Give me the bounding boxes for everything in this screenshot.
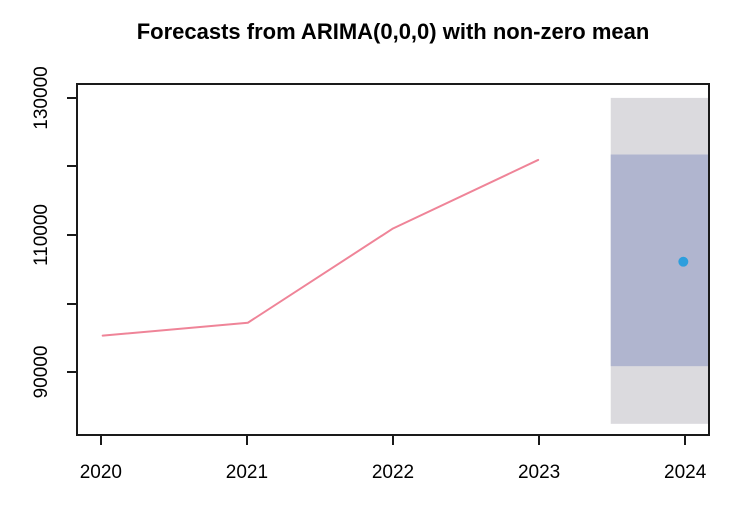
- forecast-point: [678, 256, 689, 267]
- y-axis-tick: [67, 233, 76, 236]
- x-axis-tick-label: 2023: [517, 462, 561, 483]
- plot-svg: [101, 97, 708, 424]
- x-axis-tick: [684, 436, 687, 445]
- x-axis-tick-label: 2022: [371, 462, 415, 483]
- x-axis-tick-label: 2021: [225, 462, 269, 483]
- y-axis-tick: [67, 371, 76, 374]
- plot-area: [76, 83, 710, 436]
- x-axis-tick-label: 2020: [79, 462, 122, 483]
- x-axis-tick: [245, 436, 248, 445]
- x-axis-tick: [99, 436, 102, 445]
- x-axis-tick-label: 2024: [664, 462, 707, 483]
- forecast-band-80: [610, 154, 708, 367]
- y-axis-tick: [67, 165, 76, 168]
- x-axis-tick: [392, 436, 394, 445]
- observed-line: [101, 158, 540, 337]
- x-axis-tick: [538, 436, 541, 445]
- y-axis-tick: [67, 96, 76, 99]
- chart-title: Forecasts from ARIMA(0,0,0) with non-zer…: [136, 19, 650, 44]
- y-axis-tick-label: 130000: [31, 66, 52, 130]
- y-axis-tick-label: 110000: [31, 203, 52, 266]
- y-axis-tick-label: 90000: [31, 345, 52, 399]
- y-axis-tick: [67, 302, 76, 305]
